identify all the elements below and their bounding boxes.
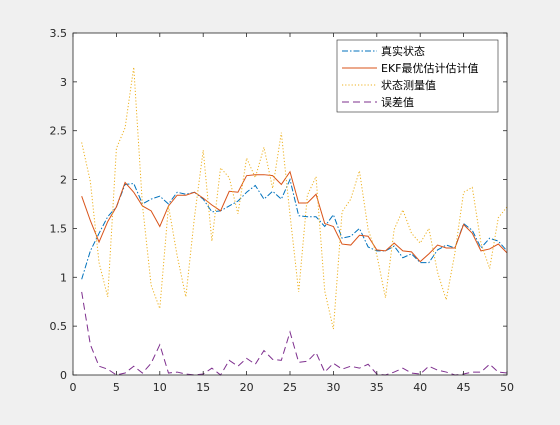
y-tick-label: 0 <box>60 369 67 382</box>
x-tick-label: 40 <box>413 381 427 394</box>
x-tick-label: 25 <box>283 381 297 394</box>
legend-label-1: 真实状态 <box>381 44 425 58</box>
series-line-4 <box>81 291 508 376</box>
x-tick-label: 5 <box>113 381 120 394</box>
legend-label-4: 误差值 <box>381 95 414 109</box>
y-tick-label: 0.5 <box>50 320 68 333</box>
legend-label-2: EKF最优估计估计值 <box>381 62 479 75</box>
x-tick-label: 45 <box>457 381 471 394</box>
series-line-2 <box>81 170 508 263</box>
y-tick-label: 2 <box>60 174 67 187</box>
x-tick-label: 50 <box>500 381 514 394</box>
y-tick-label: 2.5 <box>50 125 68 138</box>
axes-layer: 0 5 10 15 20 25 30 35 40 45 50 0 0.5 1 1.5 2 2.5 3 3.5 <box>50 27 515 394</box>
series-line-1 <box>81 178 508 280</box>
legend-label-3: 状态测量值 <box>381 78 436 92</box>
y-tick-label: 3 <box>60 76 67 89</box>
x-tick-label: 15 <box>196 381 210 394</box>
y-tick-label: 1 <box>60 271 67 284</box>
y-tick-label: 3.5 <box>50 27 68 40</box>
x-tick-label: 0 <box>70 381 77 394</box>
y-tick-label: 1.5 <box>50 222 68 235</box>
x-tick-label: 20 <box>240 381 254 394</box>
x-tick-label: 10 <box>153 381 167 394</box>
legend-box <box>336 39 499 113</box>
series-layer <box>81 67 508 376</box>
x-tick-label: 30 <box>326 381 340 394</box>
series-line-3 <box>81 67 508 330</box>
x-tick-label: 35 <box>370 381 384 394</box>
